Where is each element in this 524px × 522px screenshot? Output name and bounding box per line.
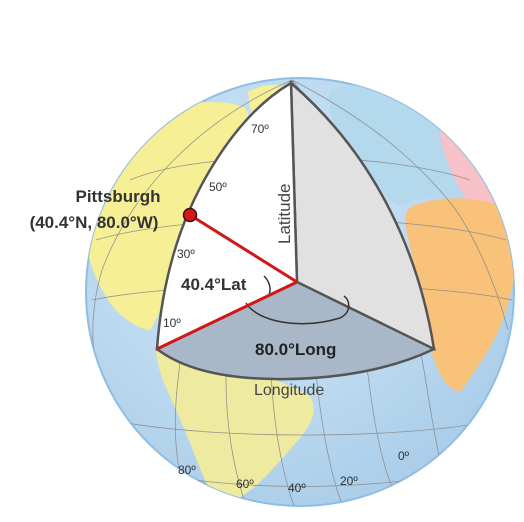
prime-meridian-face <box>289 80 436 352</box>
latitude-axis-label: Latitude <box>275 184 294 245</box>
city-meridian-face <box>155 80 299 352</box>
latitude-tick-50: 50º <box>209 180 227 194</box>
longitude-angle-arc <box>245 295 350 325</box>
longitude-tick-40: 40º <box>288 481 306 495</box>
radius-to-city <box>189 213 298 284</box>
latitude-angle-label: 40.4°Lat <box>181 275 247 294</box>
longitude-angle-label: 80.0°Long <box>255 340 336 359</box>
latitude-tick-10: 10º <box>163 316 181 330</box>
longitude-arc <box>156 347 435 381</box>
longitude-tick-0: 0º <box>398 449 410 463</box>
latitude-tick-70: 70º <box>251 122 269 136</box>
longitude-arc-label: Longitude <box>254 382 324 399</box>
longitude-tick-60: 60º <box>236 477 254 491</box>
longitude-tick-20: 20º <box>340 474 358 488</box>
city-name-label: Pittsburgh <box>76 187 161 206</box>
city-coords-label: (40.4°N, 80.0°W) <box>30 213 159 232</box>
longitude-tick-80: 80º <box>178 463 196 477</box>
south-america-landmass <box>156 351 314 504</box>
city-marker <box>182 207 198 223</box>
radius-to-equator <box>156 280 298 351</box>
latitude-tick-30: 30º <box>177 247 195 261</box>
